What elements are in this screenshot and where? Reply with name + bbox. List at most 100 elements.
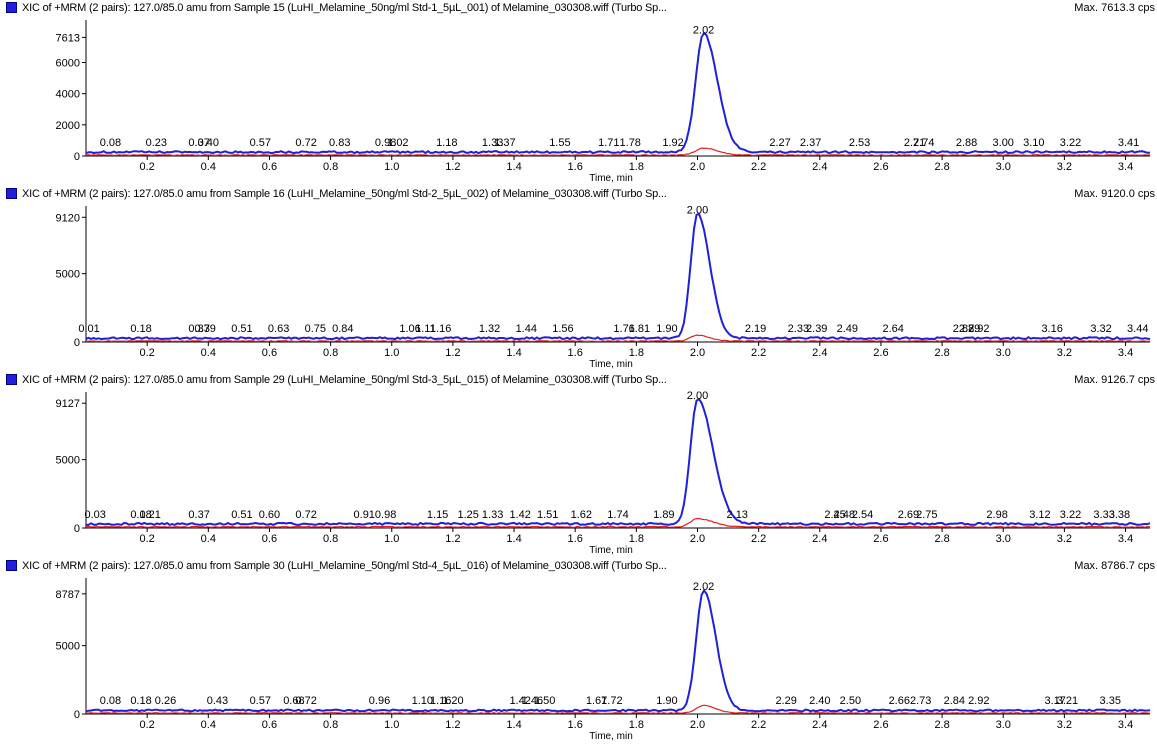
rt-label: 3.44 [1127, 323, 1148, 335]
peak-rt-label: 2.02 [693, 24, 714, 36]
rt-label: 1.71 [598, 137, 619, 149]
x-tick-label: 0.4 [201, 161, 216, 173]
trace-primary-line [85, 32, 1151, 155]
rt-label: 1.72 [601, 695, 622, 707]
x-tick-label: 1.2 [445, 533, 460, 545]
rt-label: 0.96 [369, 695, 390, 707]
rt-label: 2.84 [944, 695, 965, 707]
x-tick-label: 0.6 [262, 161, 277, 173]
rt-label: 0.51 [231, 323, 252, 335]
rt-label: 1.16 [430, 695, 451, 707]
y-tick-label: 2000 [56, 120, 80, 132]
panel-header: XIC of +MRM (2 pairs): 127.0/85.0 amu fr… [0, 0, 1157, 16]
trace-secondary-line [85, 517, 1151, 528]
rt-label: 2.69 [898, 509, 919, 521]
x-tick-label: 2.6 [873, 533, 888, 545]
trace-secondary-line [85, 704, 1151, 714]
rt-label: 1.42 [509, 695, 530, 707]
rt-label: 2.29 [775, 695, 796, 707]
trace-primary-line [85, 212, 1151, 341]
rt-label: 1.81 [629, 323, 650, 335]
x-tick-label: 1.0 [384, 719, 399, 731]
x-tick-label: 1.4 [506, 533, 521, 545]
rt-label: 2.75 [916, 509, 937, 521]
rt-label: 0.37 [188, 137, 209, 149]
x-tick-label: 2.8 [934, 533, 949, 545]
x-tick-label: 2.4 [812, 533, 827, 545]
rt-label: 1.89 [653, 509, 674, 521]
x-tick-label: 2.0 [690, 347, 705, 359]
y-tick-label: 9127 [56, 398, 80, 410]
x-tick-label: 2.2 [751, 161, 766, 173]
x-tick-label: 1.0 [384, 347, 399, 359]
peak-rt-label: 2.02 [693, 581, 714, 593]
max-intensity-label: Max. 7613.3 cps [1074, 2, 1155, 14]
rt-label: 1.11 [415, 323, 436, 335]
x-tick-label: 0.6 [262, 533, 277, 545]
x-tick-label: 1.4 [506, 719, 521, 731]
x-tick-label: 2.2 [751, 533, 766, 545]
y-tick-label: 9120 [56, 212, 80, 224]
x-tick-label: 1.6 [568, 533, 583, 545]
x-tick-label: 2.0 [690, 719, 705, 731]
max-intensity-label: Max. 9126.7 cps [1074, 374, 1155, 386]
rt-label: 0.43 [207, 695, 228, 707]
y-tick-label: 5000 [56, 455, 80, 467]
series-marker-icon [6, 560, 17, 571]
rt-label: 1.06 [399, 323, 420, 335]
rt-label: 0.40 [198, 137, 219, 149]
x-tick-label: 0.2 [140, 533, 155, 545]
chromatogram-panel-4: XIC of +MRM (2 pairs): 127.0/85.0 amu fr… [0, 558, 1157, 744]
x-tick-label: 1.6 [568, 161, 583, 173]
rt-label: 2.66 [889, 695, 910, 707]
rt-label: 1.50 [534, 695, 555, 707]
x-tick-label: 0.2 [140, 347, 155, 359]
rt-label: 1.46 [522, 695, 543, 707]
rt-label: 3.17 [1045, 695, 1066, 707]
x-tick-label: 3.2 [1057, 533, 1072, 545]
rt-label: 2.92 [968, 695, 989, 707]
x-tick-label: 1.8 [629, 533, 644, 545]
rt-label: 0.18 [130, 323, 151, 335]
x-axis-title: Time, min [589, 359, 633, 370]
rt-label: 1.90 [656, 323, 677, 335]
rt-label: 0.18 [130, 509, 151, 521]
rt-label: 3.41 [1118, 137, 1139, 149]
trace-secondary-line [85, 147, 1151, 156]
x-tick-label: 1.0 [384, 533, 399, 545]
rt-label: 2.50 [840, 695, 861, 707]
rt-label: 1.78 [620, 137, 641, 149]
rt-label: 1.33 [482, 509, 503, 521]
rt-label: 0.75 [305, 323, 326, 335]
rt-label: 1.32 [479, 323, 500, 335]
rt-label: 1.74 [607, 509, 628, 521]
rt-label: 3.00 [993, 137, 1014, 149]
rt-label: 1.42 [509, 509, 530, 521]
x-tick-label: 3.2 [1057, 347, 1072, 359]
panel-title: XIC of +MRM (2 pairs): 127.0/85.0 amu fr… [22, 374, 667, 386]
panel-header: XIC of +MRM (2 pairs): 127.0/85.0 amu fr… [0, 372, 1157, 388]
x-tick-label: 2.0 [690, 533, 705, 545]
x-tick-label: 0.4 [201, 347, 216, 359]
rt-label: 3.22 [1060, 509, 1081, 521]
rt-label: 0.39 [195, 323, 216, 335]
chromatogram-panel-1: XIC of +MRM (2 pairs): 127.0/85.0 amu fr… [0, 0, 1157, 186]
rt-label: 1.92 [662, 137, 683, 149]
rt-label: 1.15 [427, 509, 448, 521]
rt-label: 2.49 [837, 323, 858, 335]
rt-label: 1.18 [436, 137, 457, 149]
rt-label: 2.89 [959, 323, 980, 335]
x-tick-label: 0.6 [262, 347, 277, 359]
rt-label: 3.22 [1060, 137, 1081, 149]
rt-label: 0.57 [250, 695, 271, 707]
rt-label: 3.38 [1109, 509, 1130, 521]
rt-label: 0.57 [250, 137, 271, 149]
rt-label: 0.63 [268, 323, 289, 335]
x-tick-label: 2.2 [751, 347, 766, 359]
peak-rt-label: 2.00 [687, 204, 708, 216]
x-tick-label: 2.2 [751, 719, 766, 731]
chromatogram-panel-3: XIC of +MRM (2 pairs): 127.0/85.0 amu fr… [0, 372, 1157, 558]
y-tick-label: 0 [74, 709, 80, 721]
x-tick-label: 0.2 [140, 161, 155, 173]
rt-label: 2.92 [968, 323, 989, 335]
